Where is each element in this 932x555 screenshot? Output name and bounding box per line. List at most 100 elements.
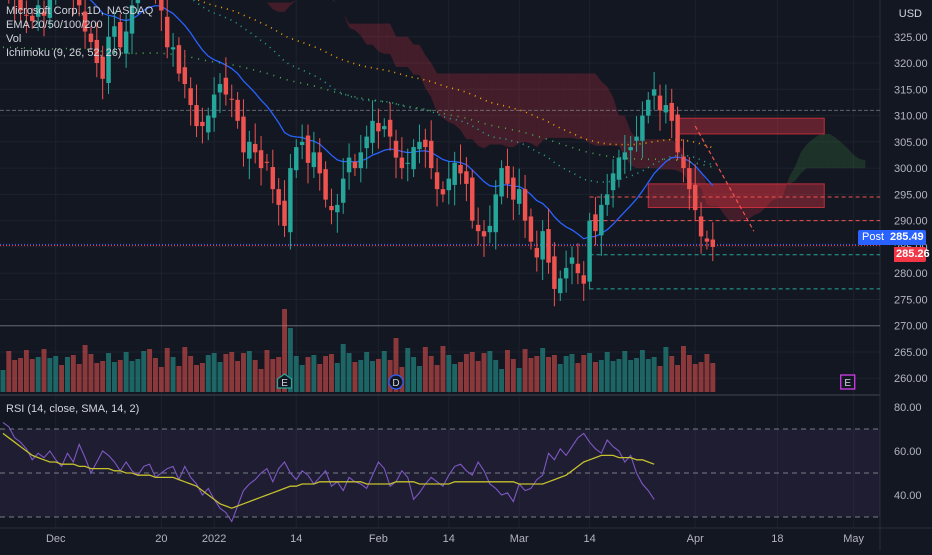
vol-legend[interactable]: Vol <box>6 33 22 45</box>
candle-body[interactable] <box>399 157 405 169</box>
candle-body[interactable] <box>200 121 205 127</box>
candle-body[interactable] <box>223 77 229 95</box>
candle-body[interactable] <box>299 141 305 145</box>
candle-body[interactable] <box>534 247 540 258</box>
candle-body[interactable] <box>481 231 487 237</box>
candle-body[interactable] <box>428 140 434 169</box>
symbol-title[interactable]: Microsoft Corp., 1D, NASDAQ <box>6 5 154 17</box>
candle-body[interactable] <box>540 231 545 260</box>
candle-body[interactable] <box>352 161 358 169</box>
candle-body[interactable] <box>464 171 469 184</box>
ichimoku-legend[interactable]: Ichimoku (9, 26, 52, 26) <box>6 47 122 59</box>
candle-body[interactable] <box>475 224 481 232</box>
candle-body[interactable] <box>364 136 369 149</box>
candle-body[interactable] <box>440 189 446 195</box>
dividend-marker[interactable] <box>388 374 404 390</box>
candle-body[interactable] <box>634 136 639 141</box>
candle-body[interactable] <box>270 167 276 190</box>
candle-body[interactable] <box>106 36 111 84</box>
candle-body[interactable] <box>382 126 387 130</box>
candle-body[interactable] <box>176 45 182 74</box>
candle-body[interactable] <box>487 225 493 233</box>
candle-body[interactable] <box>35 5 41 17</box>
candle-body[interactable] <box>76 0 82 6</box>
candle-body[interactable] <box>311 152 317 168</box>
candle-body[interactable] <box>340 178 346 203</box>
candle-body[interactable] <box>704 238 710 242</box>
candle-body[interactable] <box>229 98 234 100</box>
rsi-sma-line[interactable] <box>2 432 655 509</box>
candle-body[interactable] <box>118 22 123 48</box>
time-tick-label[interactable]: 2022 <box>202 533 226 545</box>
candle-body[interactable] <box>616 157 622 180</box>
candle-body[interactable] <box>211 94 217 118</box>
candle-body[interactable] <box>651 89 657 96</box>
earnings-marker[interactable] <box>276 373 293 389</box>
time-tick-label[interactable]: May <box>843 533 864 545</box>
candle-body[interactable] <box>335 204 340 213</box>
candle-body[interactable] <box>411 147 416 170</box>
candle-body[interactable] <box>710 239 716 247</box>
candle-body[interactable] <box>317 152 322 174</box>
candle-body[interactable] <box>452 162 457 185</box>
candle-body[interactable] <box>522 189 528 221</box>
candle-body[interactable] <box>112 26 117 37</box>
time-tick-label[interactable]: 14 <box>290 533 302 545</box>
candle-body[interactable] <box>24 14 29 16</box>
candle-body[interactable] <box>247 141 252 159</box>
candle-body[interactable] <box>129 5 135 34</box>
candle-body[interactable] <box>376 122 381 132</box>
candle-body[interactable] <box>423 139 428 148</box>
candle-body[interactable] <box>88 33 94 43</box>
candle-body[interactable] <box>687 168 692 190</box>
candle-body[interactable] <box>264 161 270 163</box>
candle-body[interactable] <box>82 11 88 32</box>
candle-body[interactable] <box>405 162 410 164</box>
time-tick-label[interactable]: Dec <box>46 533 66 545</box>
candle-body[interactable] <box>329 205 334 211</box>
candle-body[interactable] <box>393 140 399 158</box>
candle-body[interactable] <box>387 119 393 137</box>
candle-body[interactable] <box>135 0 141 4</box>
candle-body[interactable] <box>698 216 704 237</box>
candle-body[interactable] <box>417 141 422 150</box>
candle-body[interactable] <box>252 143 258 153</box>
candle-body[interactable] <box>276 189 281 205</box>
candle-body[interactable] <box>587 220 592 282</box>
candle-body[interactable] <box>370 120 375 143</box>
candle-body[interactable] <box>188 88 193 106</box>
ema-legend[interactable]: EMA 20/50/100/200 <box>6 19 103 31</box>
earnings-upcoming-marker[interactable] <box>840 374 856 390</box>
candle-body[interactable] <box>546 229 551 263</box>
candle-body[interactable] <box>182 67 188 85</box>
time-tick-label[interactable]: Apr <box>687 533 704 545</box>
candle-body[interactable] <box>558 278 563 294</box>
candle-body[interactable] <box>516 189 522 204</box>
currency-label[interactable]: USD <box>896 8 924 20</box>
candle-body[interactable] <box>94 39 100 64</box>
candle-body[interactable] <box>569 257 575 264</box>
candle-body[interactable] <box>581 275 586 284</box>
rsi-legend[interactable]: RSI (14, close, SMA, 14, 2) <box>6 402 139 416</box>
candle-body[interactable] <box>552 256 557 289</box>
candle-body[interactable] <box>18 0 23 11</box>
candle-body[interactable] <box>159 0 164 11</box>
candle-body[interactable] <box>675 114 680 153</box>
candle-body[interactable] <box>505 166 510 184</box>
candle-body[interactable] <box>593 214 598 232</box>
candle-body[interactable] <box>294 147 299 171</box>
candle-body[interactable] <box>669 102 674 121</box>
candle-body[interactable] <box>470 177 475 221</box>
rsi-line[interactable] <box>2 421 655 523</box>
candle-body[interactable] <box>640 115 645 141</box>
candle-body[interactable] <box>47 0 53 18</box>
candle-body[interactable] <box>528 216 534 242</box>
candle-body[interactable] <box>100 56 105 79</box>
candle-body[interactable] <box>646 99 651 116</box>
candle-body[interactable] <box>164 16 170 48</box>
candle-body[interactable] <box>692 184 698 211</box>
candle-body[interactable] <box>282 200 287 226</box>
candle-body[interactable] <box>30 15 35 22</box>
